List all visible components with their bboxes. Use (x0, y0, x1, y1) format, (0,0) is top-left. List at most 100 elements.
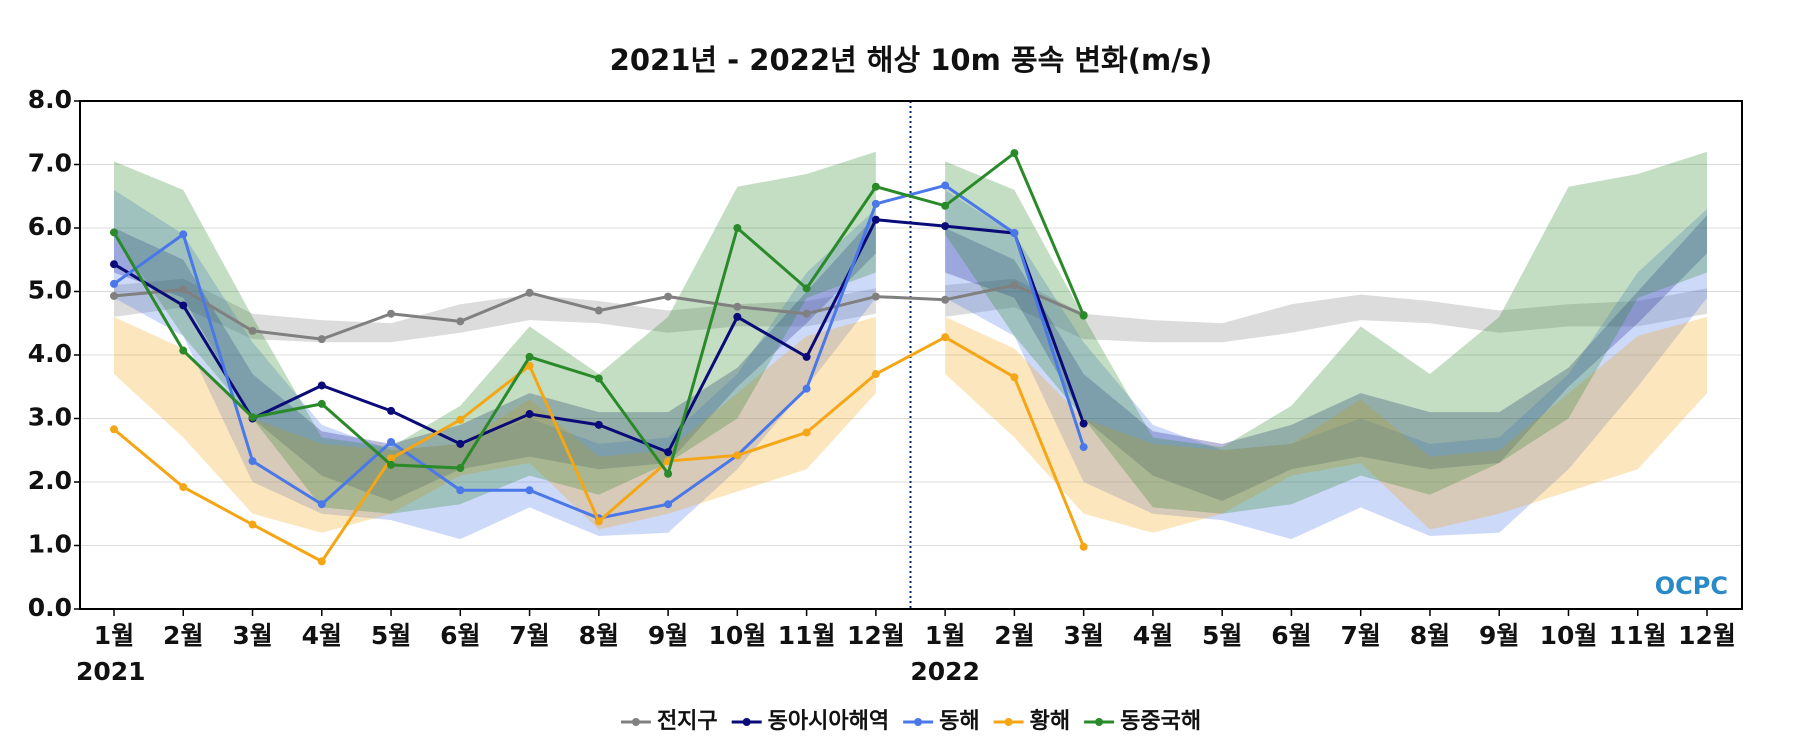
x-tick-label: 9월 (648, 621, 688, 650)
legend-label: 동중국해 (1120, 709, 1201, 734)
data-point (941, 181, 950, 190)
data-point (1010, 149, 1019, 158)
data-point (1010, 281, 1019, 290)
x-tick-label: 11월 (778, 621, 836, 650)
chart-title: 2021년 - 2022년 해상 10m 풍속 변화(m/s) (610, 43, 1213, 77)
data-point (110, 228, 118, 237)
year-label: 2022 (910, 657, 980, 686)
x-tick-label: 8월 (579, 621, 619, 650)
data-point (387, 454, 396, 463)
data-point (871, 370, 880, 379)
data-point (110, 260, 118, 269)
data-point (594, 306, 603, 315)
data-point (664, 292, 673, 301)
data-point (733, 224, 742, 232)
data-point (456, 439, 465, 448)
data-point (594, 420, 603, 429)
data-point (664, 448, 673, 457)
data-point (594, 374, 603, 383)
data-point (179, 346, 188, 355)
year-label: 2021 (76, 657, 146, 686)
legend: 전지구 동아시아해역 동해 황해 동중국해 (620, 709, 1201, 734)
range-band (114, 316, 876, 533)
data-point (456, 486, 465, 495)
data-point (871, 292, 880, 301)
data-point (179, 301, 188, 310)
data-point (802, 384, 811, 393)
data-point (802, 428, 811, 437)
range-band (945, 189, 1707, 540)
x-tick-label: 3월 (232, 621, 272, 650)
y-tick-label: 3.0 (28, 403, 72, 432)
y-tick-label: 8.0 (28, 85, 72, 114)
data-point (664, 469, 673, 478)
data-point (248, 326, 257, 335)
range-band (114, 189, 876, 540)
x-tick-label: 12월 (1678, 621, 1736, 650)
data-point (110, 279, 118, 288)
data-point (1010, 373, 1019, 382)
data-point (733, 451, 742, 460)
data-point (317, 399, 326, 408)
x-tick-label: 7월 (509, 621, 549, 650)
legend-label: 황해 (1030, 709, 1070, 734)
x-tick-label: 10월 (1540, 621, 1598, 650)
y-tick-label: 1.0 (28, 530, 72, 559)
x-tick-label: 2월 (994, 621, 1034, 650)
x-tick-label: 5월 (1202, 621, 1242, 650)
y-tick-label: 7.0 (28, 149, 72, 178)
data-point (525, 352, 534, 361)
range-band (945, 215, 1707, 502)
data-point (317, 381, 326, 390)
legend-label: 동해 (939, 709, 979, 734)
data-point (456, 415, 465, 424)
data-point (871, 182, 880, 191)
legend-swatch-dot (1095, 718, 1104, 726)
range-band (114, 151, 876, 514)
data-point (387, 437, 396, 446)
x-tick-label: 11월 (1609, 621, 1667, 650)
data-point (1079, 311, 1088, 320)
range-band (945, 278, 1707, 343)
legend-label: 전지구 (657, 709, 718, 734)
x-tick-label: 4월 (1133, 621, 1173, 650)
x-tick-label: 12월 (847, 621, 905, 650)
data-point (387, 460, 396, 469)
legend-label: 동아시아해역 (768, 709, 889, 734)
data-point (110, 291, 118, 300)
data-point (802, 309, 811, 318)
watermark: OCPC (1655, 572, 1728, 600)
y-tick-label: 0.0 (28, 593, 72, 622)
data-point (1079, 419, 1088, 428)
x-tick-label: 7월 (1340, 621, 1380, 650)
data-point (871, 199, 880, 208)
data-point (871, 215, 880, 224)
data-point (525, 361, 534, 370)
x-tick-label: 1월 (925, 621, 965, 650)
data-point (387, 309, 396, 318)
data-point (733, 312, 742, 321)
data-point (941, 333, 950, 342)
x-tick-label: 3월 (1063, 621, 1103, 650)
legend-swatch-dot (1004, 718, 1013, 726)
data-point (456, 464, 465, 473)
data-point (179, 483, 188, 492)
data-point (317, 335, 326, 344)
data-point (941, 201, 950, 210)
data-point (733, 302, 742, 311)
range-band (114, 215, 876, 502)
y-tick-label: 4.0 (28, 339, 72, 368)
x-tick-label: 2월 (163, 621, 203, 650)
data-point (387, 406, 396, 415)
data-point (1079, 443, 1088, 452)
data-point (248, 520, 257, 529)
data-point (179, 285, 188, 294)
x-tick-label: 8월 (1410, 621, 1450, 650)
data-point (317, 500, 326, 509)
x-tick-label: 4월 (302, 621, 342, 650)
data-point (664, 500, 673, 509)
data-point (802, 284, 811, 293)
x-tick-label: 1월 (94, 621, 134, 650)
